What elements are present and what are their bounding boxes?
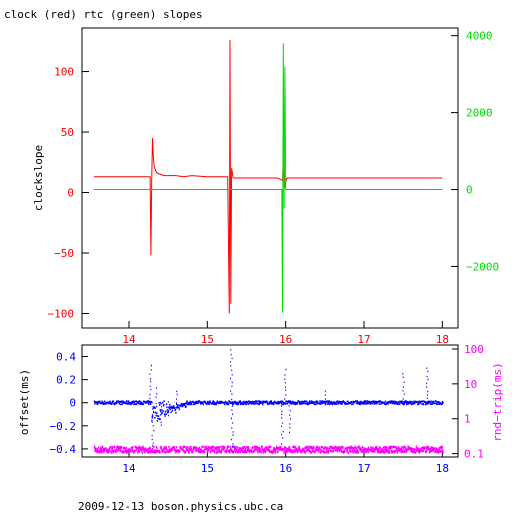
top-y-tick-label: −50 [54,247,74,260]
top-right-axis: −2000 0 2000 4000 [451,30,499,273]
top-series-group [93,40,443,314]
bottom-y-tick-label: −0.4 [50,443,77,456]
offset-spike-point [284,368,287,404]
bottom-right-tick-label: 100 [464,343,484,356]
bottom-plot-frame [81,344,459,458]
bottom-y-tick-label: 0.4 [56,351,76,364]
top-y-tick-label: 0 [67,187,74,200]
bottom-y-tick-label: 0.2 [56,374,76,387]
top-x-tick-label: 16 [279,333,292,346]
offset-spike-point [159,401,163,426]
offset-spike-point [151,401,155,447]
bottom-right-axis-label: rnd−trip(ms) [491,362,504,441]
offset-points [93,400,444,422]
offset-spike-point [167,401,170,417]
offset-spike-point [281,401,284,445]
top-chart-title: clock (red) rtc (green) slopes [4,8,203,21]
offset-spike-point [229,349,233,404]
top-x-tick-label: 18 [436,333,449,346]
series-line-clock [93,40,443,314]
bottom-x-tick-label: 16 [279,462,292,475]
bottom-x-tick-label: 18 [436,462,449,475]
offset-spike-point [402,373,405,403]
footer-text: 2009-12-13 boson.physics.ubc.ca [78,500,283,512]
top-y-tick-label: −100 [48,307,75,320]
bottom-right-tick-label: 1 [464,413,471,426]
offset-spike-point [426,367,429,403]
top-y-tick-label: 50 [61,126,74,139]
bottom-y-axis-label: offset(ms) [18,369,31,435]
top-right-tick-label: 0 [466,184,473,197]
top-x-tick-label: 15 [201,333,214,346]
bottom-plot: −0.4 −0.2 0 0.2 0.4 0.1 1 10 100 14 15 16 17 18 off… [18,343,504,475]
bottom-series-group [93,349,444,454]
top-left-axis: −100 −50 0 50 100 [48,66,89,320]
top-right-tick-label: 2000 [466,107,493,120]
top-x-tick-label: 14 [122,333,136,346]
bottom-x-tick-label: 17 [357,462,370,475]
bottom-left-axis: −0.4 −0.2 0 0.2 0.4 [50,351,88,456]
offset-spike-point [175,390,178,404]
bottom-right-axis: 0.1 1 10 100 [452,343,484,461]
series-line-rtc [93,43,443,313]
bottom-x-axis: 14 15 16 17 18 [122,451,449,475]
bottom-right-tick-label: 10 [464,378,477,391]
rnd-trip-points [93,445,444,454]
top-x-tick-label: 17 [357,333,370,346]
offset-spike-point [324,390,327,403]
top-x-axis: 14 15 16 17 18 [122,321,449,346]
top-plot-frame [81,27,459,329]
bottom-right-tick-label: 0.1 [464,448,484,461]
bottom-y-tick-label: 0 [69,397,76,410]
top-y-axis-label: clockslope [32,145,45,211]
top-y-tick-label: 100 [54,66,74,79]
top-right-tick-label: 4000 [466,30,493,43]
offset-spike-point [288,401,291,434]
top-right-tick-label: −2000 [466,260,499,273]
bottom-x-tick-label: 15 [201,462,214,475]
offset-spike-point [230,401,234,453]
bottom-x-tick-label: 14 [122,462,136,475]
bottom-y-tick-label: −0.2 [50,420,77,433]
offset-spike-point [149,364,152,403]
offset-spike-point [155,387,158,405]
